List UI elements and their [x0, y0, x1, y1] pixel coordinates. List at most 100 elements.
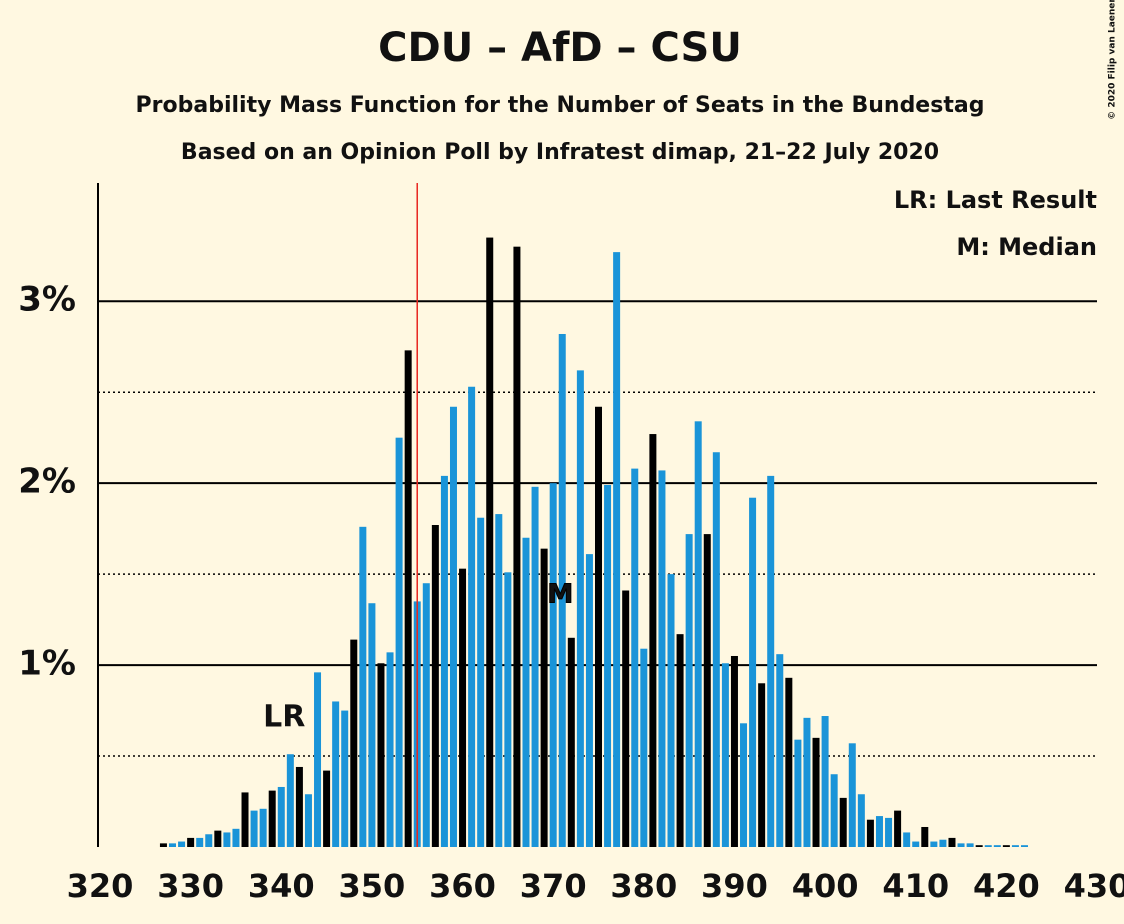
chart-title: CDU – AfD – CSU: [378, 25, 742, 71]
bar: [259, 808, 267, 847]
x-tick-label: 320: [67, 867, 134, 905]
bar: [477, 517, 485, 847]
bar: [522, 537, 530, 847]
bar: [903, 832, 911, 847]
bar: [223, 832, 231, 847]
bar: [758, 683, 766, 847]
y-tick-label: 3%: [18, 280, 76, 320]
x-tick-label: 360: [429, 867, 496, 905]
x-tick-label: 380: [610, 867, 677, 905]
bar: [205, 834, 213, 847]
bar: [685, 534, 693, 847]
bar: [304, 794, 312, 847]
bar: [486, 237, 494, 848]
bar: [721, 663, 729, 847]
x-tick-label: 400: [792, 867, 859, 905]
bar: [449, 406, 457, 847]
bar: [658, 470, 666, 847]
bar: [495, 514, 503, 847]
bar: [277, 786, 285, 847]
bar: [703, 534, 711, 847]
bar: [350, 639, 358, 847]
bar: [975, 845, 983, 847]
bar: [857, 794, 865, 847]
bar: [341, 710, 349, 847]
bar: [232, 828, 240, 847]
bar: [839, 797, 847, 847]
bar: [939, 839, 947, 847]
x-tick-label: 350: [339, 867, 406, 905]
last-result-label: LR: [263, 700, 305, 735]
bar: [948, 837, 956, 847]
bar: [196, 837, 204, 847]
bar: [314, 672, 322, 847]
bar: [585, 554, 593, 847]
bar: [159, 843, 167, 847]
bar: [631, 468, 639, 847]
x-tick-label: 330: [157, 867, 224, 905]
bar: [930, 841, 938, 847]
bar: [459, 568, 467, 847]
bar: [440, 475, 448, 847]
bar: [993, 845, 1001, 847]
y-tick-label: 2%: [18, 462, 76, 502]
legend-entry: LR: Last Result: [894, 186, 1097, 214]
bar: [214, 830, 222, 847]
bar: [640, 648, 648, 847]
bar: [567, 637, 575, 847]
bar: [821, 716, 829, 847]
x-tick-label: 430: [1064, 867, 1124, 905]
bar: [404, 350, 412, 847]
x-tick-label: 420: [973, 867, 1040, 905]
bar: [422, 583, 430, 847]
bar: [848, 743, 856, 847]
bar: [730, 655, 738, 847]
bar: [649, 434, 657, 847]
y-tick-label: 1%: [18, 644, 76, 684]
bar: [250, 810, 258, 847]
bar: [794, 739, 802, 847]
bar: [386, 652, 394, 847]
bar: [241, 792, 249, 847]
x-tick-label: 390: [701, 867, 768, 905]
bar: [558, 333, 566, 847]
chart-subtitle: Probability Mass Function for the Number…: [136, 93, 985, 118]
x-tick-label: 370: [520, 867, 587, 905]
bar: [767, 475, 775, 847]
bar: [1020, 845, 1028, 847]
bar: [712, 452, 720, 847]
bar: [431, 525, 439, 847]
bar: [812, 737, 820, 847]
bar: [295, 766, 303, 847]
bar: [359, 526, 367, 847]
bar: [531, 486, 539, 847]
bar: [368, 603, 376, 847]
bar: [576, 370, 584, 847]
bar: [468, 386, 476, 847]
bar: [169, 843, 177, 847]
x-tick-label: 340: [248, 867, 315, 905]
bar: [513, 246, 521, 847]
bar: [676, 634, 684, 847]
bar: [785, 677, 793, 847]
bar: [1011, 845, 1019, 847]
bar: [604, 484, 612, 847]
bar: [885, 817, 893, 847]
bar: [866, 819, 874, 847]
bar: [395, 437, 403, 847]
bar: [966, 843, 974, 847]
bar: [540, 548, 548, 847]
bar: [803, 717, 811, 847]
bar: [595, 406, 602, 847]
bar: [377, 663, 385, 847]
bar: [268, 790, 276, 847]
bar: [323, 770, 331, 847]
median-label: M: [547, 580, 573, 610]
x-tick-label: 410: [882, 867, 949, 905]
bar: [875, 816, 883, 847]
bar: [921, 826, 929, 847]
bar: [776, 654, 784, 847]
bar: [984, 845, 992, 847]
bar: [187, 837, 195, 847]
